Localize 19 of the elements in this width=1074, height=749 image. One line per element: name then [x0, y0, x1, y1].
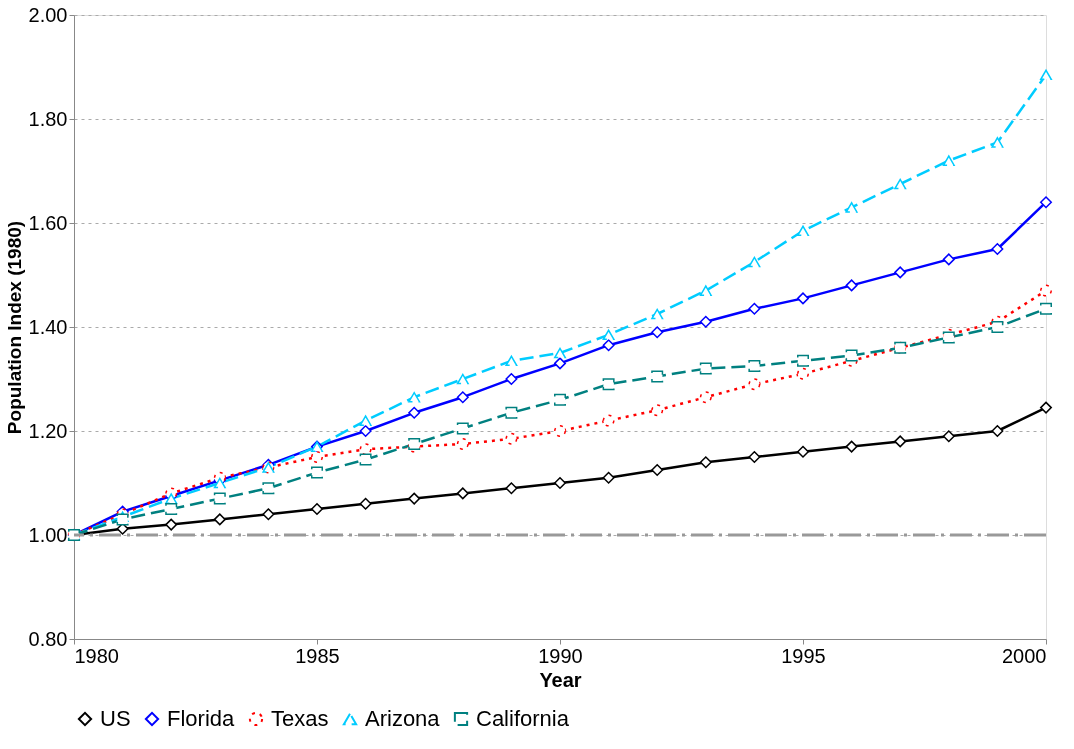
legend-label: Arizona	[365, 706, 441, 731]
legend-label: Texas	[271, 706, 329, 731]
legend-label: US	[100, 706, 131, 731]
y-tick-label: 1.40	[28, 315, 68, 338]
y-axis-title: Population Index (1980)	[3, 220, 25, 435]
y-tick-label: 1.60	[28, 211, 68, 234]
legend-label: California	[476, 706, 570, 731]
x-tick-label: 1995	[781, 644, 826, 667]
y-tick-label: 1.00	[28, 523, 68, 546]
y-tick-label: 2.00	[28, 3, 68, 26]
y-tick-label: 1.80	[28, 107, 68, 130]
y-tick-label: 0.80	[28, 627, 68, 650]
legend-label: Florida	[167, 706, 236, 731]
x-tick-label: 2000	[1002, 644, 1047, 667]
y-tick-label: 1.20	[28, 419, 68, 442]
x-axis-title: Year	[539, 668, 582, 691]
x-tick-label: 1990	[538, 644, 583, 667]
x-tick-label: 1980	[74, 644, 119, 667]
x-tick-label: 1985	[295, 644, 340, 667]
